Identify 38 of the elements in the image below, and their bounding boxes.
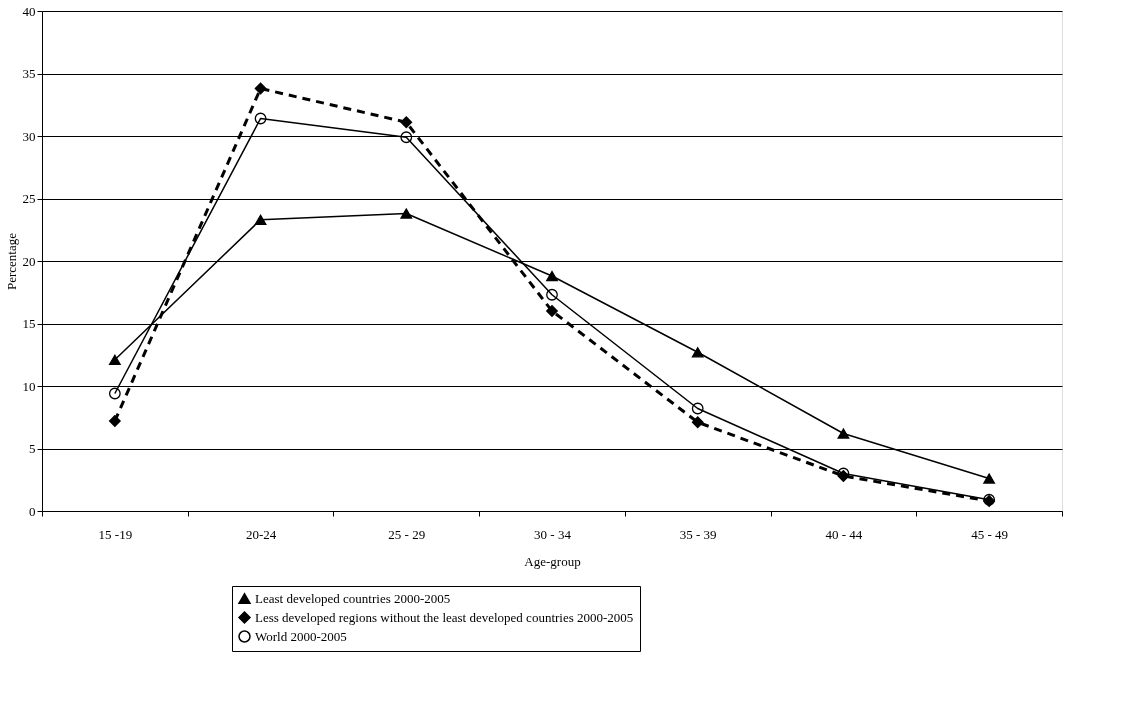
y-tick-label: 25 bbox=[22, 191, 36, 206]
y-tick-label: 15 bbox=[22, 316, 36, 331]
point bbox=[400, 208, 413, 219]
y-axis-title: Percentage bbox=[3, 232, 19, 291]
x-tick-label: 35 - 39 bbox=[679, 526, 717, 542]
point bbox=[983, 473, 996, 484]
point bbox=[254, 82, 267, 95]
x-tick-label: 40 - 44 bbox=[825, 526, 863, 542]
point bbox=[546, 305, 558, 317]
point bbox=[691, 416, 704, 429]
x-tick-label: 15 -19 bbox=[98, 526, 133, 542]
y-tick-label: 10 bbox=[22, 378, 36, 394]
legend-label: World 2000-2005 bbox=[255, 628, 347, 644]
point bbox=[108, 415, 121, 427]
y-tick-label: 35 bbox=[22, 66, 36, 81]
y-tick-label: 20 bbox=[22, 253, 36, 269]
x-tick-label: 20-24 bbox=[245, 526, 277, 542]
point bbox=[691, 347, 704, 358]
y-tick-label: 5 bbox=[29, 441, 36, 456]
point bbox=[691, 402, 704, 415]
x-tick-label: 25 - 29 bbox=[388, 526, 426, 542]
y-tick-label: 30 bbox=[22, 128, 36, 144]
y-tick-label: 40 bbox=[22, 3, 36, 19]
point bbox=[546, 288, 558, 301]
point bbox=[400, 116, 413, 129]
point bbox=[254, 112, 267, 125]
point bbox=[546, 270, 558, 282]
point bbox=[108, 387, 121, 400]
legend-label: Less developed regions without the least developed countries 2000-2005 bbox=[255, 609, 634, 625]
legend-label: Least developed countries 2000-2005 bbox=[255, 590, 451, 606]
x-tick-label: 45 - 49 bbox=[971, 526, 1009, 542]
x-tick-label: 30 - 34 bbox=[534, 526, 572, 542]
point bbox=[400, 131, 413, 144]
point bbox=[108, 354, 121, 365]
point bbox=[837, 428, 850, 439]
y-tick-label: 0 bbox=[29, 503, 36, 519]
x-axis-title: Age-group bbox=[524, 553, 581, 569]
point bbox=[254, 214, 267, 225]
